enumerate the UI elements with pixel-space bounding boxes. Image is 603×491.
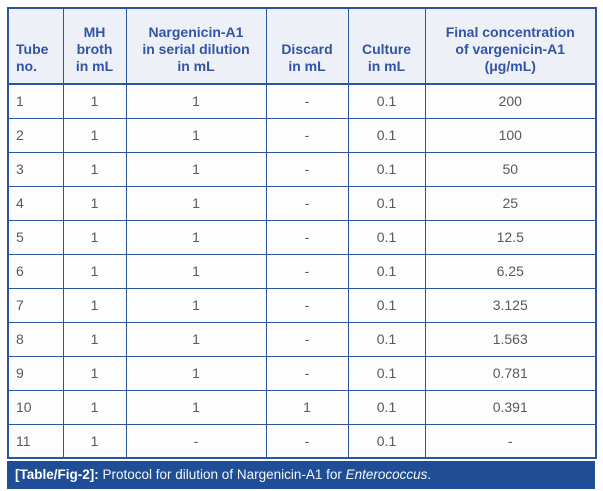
table-cell: 0.1	[347, 389, 426, 425]
table-row: 6 1 1 - 0.1 6.25	[7, 253, 597, 289]
table-cell: 1	[125, 117, 267, 153]
table-cell: 9	[7, 355, 64, 391]
table-cell: 6	[7, 253, 64, 289]
table-cell: 1	[62, 185, 127, 221]
caption-figure-tag: [Table/Fig-2]:	[15, 467, 99, 482]
caption-text: Protocol for dilution of Nargenicin-A1 f…	[98, 467, 346, 482]
column-header-discard: Discard in mL	[265, 7, 349, 85]
table-cell: -	[265, 423, 349, 459]
table-header-row: Tube no. MH broth in mL Nargenicin-A1 in…	[7, 7, 597, 85]
table-cell: 5	[7, 219, 64, 255]
table-cell: 200	[424, 83, 597, 119]
column-header-mh-broth: MH broth in mL	[62, 7, 127, 85]
table-cell: -	[265, 185, 349, 221]
table-cell: -	[265, 355, 349, 391]
table-cell: 1	[62, 423, 127, 459]
table-cell: -	[265, 117, 349, 153]
table-cell: 8	[7, 321, 64, 357]
table-cell: 3.125	[424, 287, 597, 323]
table-cell: 1	[62, 83, 127, 119]
table-cell: -	[424, 423, 597, 459]
table-cell: 1	[125, 253, 267, 289]
table-cell: 1	[265, 389, 349, 425]
table-row: 4 1 1 - 0.1 25	[7, 185, 597, 221]
column-header-final-concentration: Final concentration of vargenicin-A1 (μg…	[424, 7, 597, 85]
table-cell: 0.1	[347, 355, 426, 391]
caption-period: .	[427, 467, 432, 482]
table-cell: 7	[7, 287, 64, 323]
table-cell: 0.1	[347, 287, 426, 323]
table-cell: 1	[125, 219, 267, 255]
table-row: 10 1 1 1 0.1 0.391	[7, 389, 597, 425]
table-cell: 0.391	[424, 389, 597, 425]
table-row: 1 1 1 - 0.1 200	[7, 83, 597, 119]
table-cell: 100	[424, 117, 597, 153]
table-cell: 4	[7, 185, 64, 221]
table-cell: 1	[62, 117, 127, 153]
table-cell: 1	[62, 219, 127, 255]
table-cell: 1	[125, 287, 267, 323]
table-cell: -	[265, 287, 349, 323]
table-cell: 1	[62, 321, 127, 357]
table-cell: 1	[125, 389, 267, 425]
table-cell: -	[265, 253, 349, 289]
column-header-culture: Culture in mL	[347, 7, 426, 85]
table-cell: 6.25	[424, 253, 597, 289]
table-cell: 1	[125, 83, 267, 119]
table-cell: 12.5	[424, 219, 597, 255]
table-cell: 1	[62, 151, 127, 187]
table-cell: 2	[7, 117, 64, 153]
table-cell: 1	[125, 355, 267, 391]
table-cell: -	[265, 219, 349, 255]
caption-species-name: Enterococcus	[345, 467, 428, 482]
table-row: 2 1 1 - 0.1 100	[7, 117, 597, 153]
table-cell: 25	[424, 185, 597, 221]
table-cell: 1	[62, 355, 127, 391]
table-row: 5 1 1 - 0.1 12.5	[7, 219, 597, 255]
table-cell: 1	[7, 83, 64, 119]
table-cell: 0.1	[347, 117, 426, 153]
table-cell: -	[265, 321, 349, 357]
table-cell: 10	[7, 389, 64, 425]
table-cell: 1	[62, 287, 127, 323]
table-cell: 1	[125, 151, 267, 187]
table-row: 3 1 1 - 0.1 50	[7, 151, 597, 187]
table-cell: 0.1	[347, 185, 426, 221]
table-cell: 0.781	[424, 355, 597, 391]
table-row: 8 1 1 - 0.1 1.563	[7, 321, 597, 357]
dilution-protocol-table: Tube no. MH broth in mL Nargenicin-A1 in…	[7, 7, 597, 459]
table-caption-bar: [Table/Fig-2]: Protocol for dilution of …	[7, 461, 595, 489]
table-cell: 0.1	[347, 253, 426, 289]
table-cell: 50	[424, 151, 597, 187]
table-cell: 1	[125, 185, 267, 221]
table-cell: 0.1	[347, 321, 426, 357]
table-row: 9 1 1 - 0.1 0.781	[7, 355, 597, 391]
table-cell: 0.1	[347, 423, 426, 459]
column-header-tube-no: Tube no.	[7, 7, 64, 85]
table-cell: 1	[62, 389, 127, 425]
table-cell: 1	[62, 253, 127, 289]
table-cell: 1.563	[424, 321, 597, 357]
table-row: 11 1 - - 0.1 -	[7, 423, 597, 459]
table-cell: 1	[125, 321, 267, 357]
table-cell: -	[265, 151, 349, 187]
table-cell: 11	[7, 423, 64, 459]
table-cell: 0.1	[347, 83, 426, 119]
table-cell: 3	[7, 151, 64, 187]
table-cell: 0.1	[347, 151, 426, 187]
table-row: 7 1 1 - 0.1 3.125	[7, 287, 597, 323]
table-cell: -	[265, 83, 349, 119]
table-cell: -	[125, 423, 267, 459]
table-cell: 0.1	[347, 219, 426, 255]
column-header-nargenicin-dilution: Nargenicin-A1 in serial dilution in mL	[125, 7, 267, 85]
